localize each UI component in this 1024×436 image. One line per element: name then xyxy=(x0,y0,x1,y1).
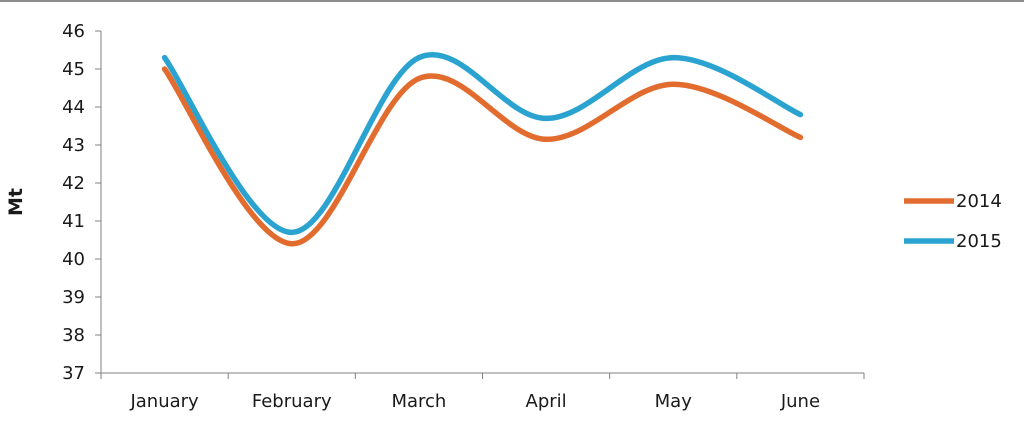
y-axis-title: Mt xyxy=(5,188,27,216)
y-tick-label: 44 xyxy=(62,97,85,118)
legend: 2014 2015 xyxy=(904,191,1002,252)
y-tick-label: 38 xyxy=(62,325,85,346)
y-tick-label: 39 xyxy=(62,287,85,308)
x-tick-label: March xyxy=(391,391,446,412)
y-tick-label: 40 xyxy=(62,249,85,270)
y-tick-label: 43 xyxy=(62,135,85,156)
data-point-2014-June xyxy=(797,134,804,141)
data-point-2015-February xyxy=(289,229,295,236)
data-point-2015-March xyxy=(416,54,422,61)
data-point-2015-June xyxy=(797,111,804,118)
legend-label-2015: 2015 xyxy=(956,231,1002,252)
x-tick-label: February xyxy=(252,391,332,412)
y-tick-label: 46 xyxy=(62,21,85,42)
top-border xyxy=(0,0,1024,2)
y-axis-ticks: 37 38 39 40 41 42 43 44 45 46 xyxy=(62,21,101,384)
series-line-2015 xyxy=(162,52,802,236)
data-point-2014-April xyxy=(543,136,549,143)
y-tick-label: 45 xyxy=(62,59,85,80)
y-tick-label: 41 xyxy=(62,211,85,232)
series-line-2014 xyxy=(162,67,802,247)
data-point-2015-April xyxy=(543,115,549,122)
x-tick-label: April xyxy=(526,391,567,412)
y-tick-label: 42 xyxy=(62,173,85,194)
x-tick-label: May xyxy=(655,391,693,412)
data-point-2014-February xyxy=(289,241,295,247)
x-tick-label: January xyxy=(129,391,199,412)
x-axis-ticks: January February March April May June xyxy=(100,373,865,412)
data-point-2015-May xyxy=(670,54,676,61)
y-tick-label: 37 xyxy=(62,363,85,384)
data-point-2014-January xyxy=(161,66,168,72)
x-tick-label: June xyxy=(780,391,820,412)
data-point-2015-January xyxy=(161,54,168,61)
data-point-2014-May xyxy=(670,81,676,87)
legend-label-2014: 2014 xyxy=(956,191,1002,212)
series-layer xyxy=(161,52,804,247)
data-point-2014-March xyxy=(416,75,422,82)
